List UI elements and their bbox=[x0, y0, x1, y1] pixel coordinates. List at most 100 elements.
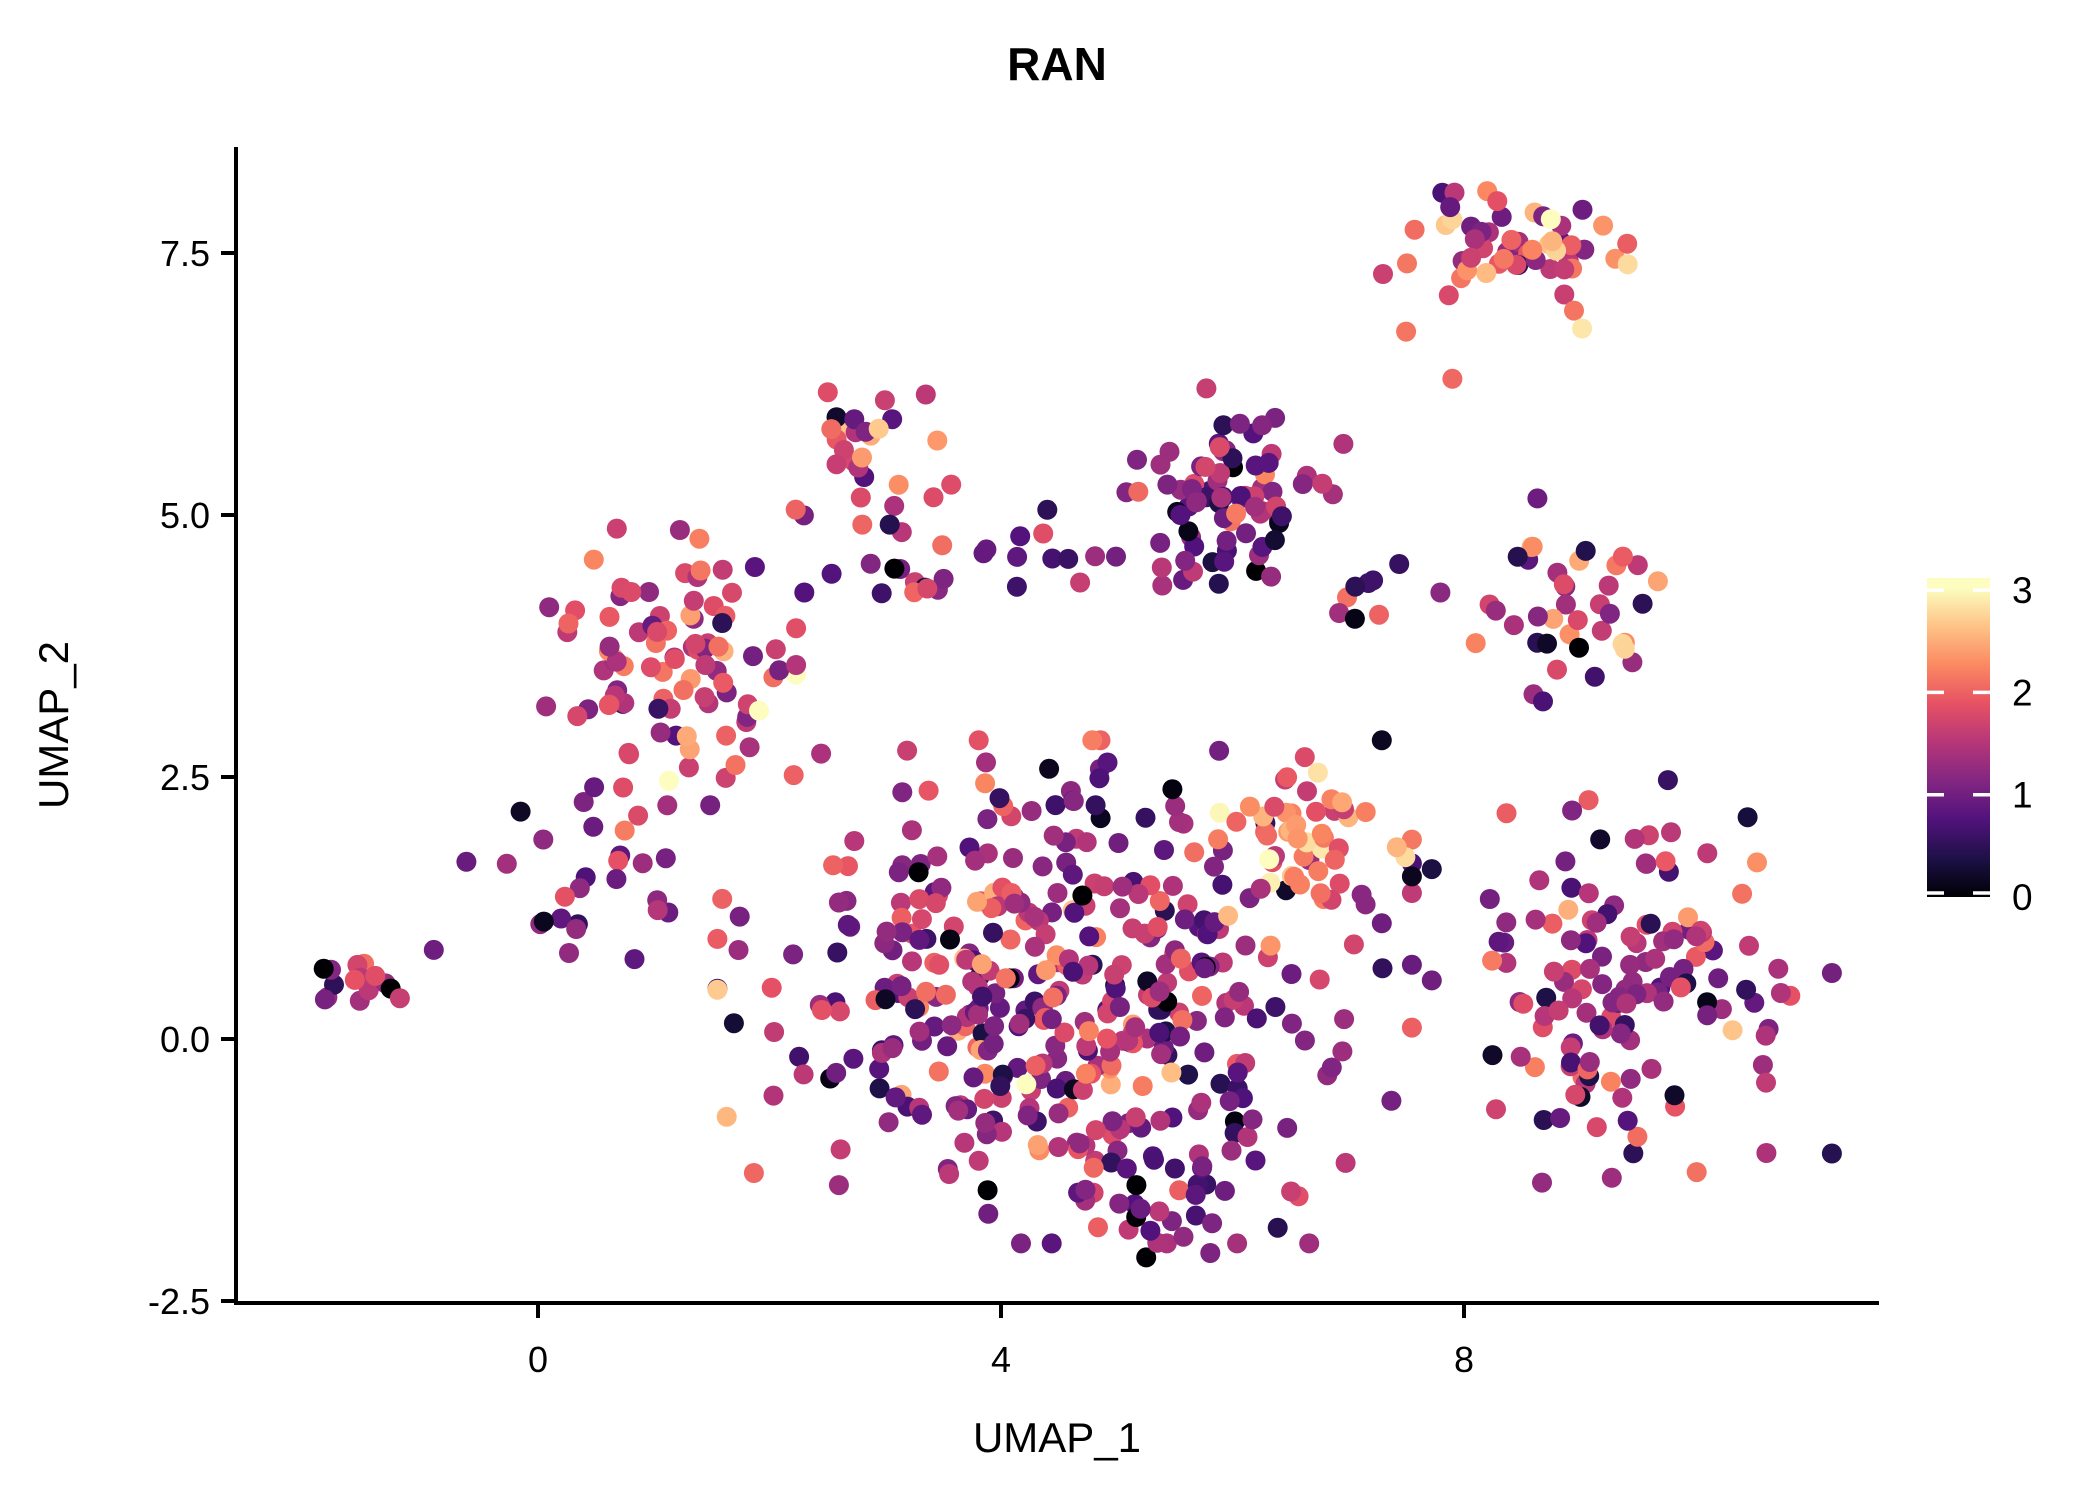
data-point bbox=[1227, 1233, 1248, 1254]
data-point bbox=[990, 1076, 1011, 1096]
data-point bbox=[1488, 931, 1509, 952]
data-point bbox=[968, 1004, 989, 1025]
data-point bbox=[1039, 758, 1060, 779]
data-point bbox=[1154, 840, 1174, 860]
data-point bbox=[1578, 883, 1599, 904]
data-point bbox=[1170, 505, 1191, 525]
data-point bbox=[975, 1112, 996, 1133]
data-point bbox=[1245, 1150, 1266, 1171]
data-point bbox=[1126, 1175, 1147, 1196]
data-point bbox=[1147, 917, 1168, 937]
data-point bbox=[1088, 1217, 1108, 1238]
data-point bbox=[1627, 555, 1648, 576]
data-point bbox=[1186, 492, 1207, 513]
data-point bbox=[1277, 767, 1298, 788]
data-point bbox=[1540, 259, 1561, 279]
data-point bbox=[882, 1038, 903, 1059]
data-point bbox=[716, 725, 737, 746]
data-point bbox=[963, 1067, 984, 1088]
data-point bbox=[1161, 1062, 1182, 1083]
data-point bbox=[583, 816, 604, 837]
data-point bbox=[1569, 637, 1589, 658]
data-point bbox=[905, 999, 926, 1020]
data-point bbox=[1116, 1158, 1137, 1179]
plot-title: RAN bbox=[1007, 38, 1107, 90]
data-point bbox=[365, 965, 386, 986]
data-point bbox=[606, 651, 627, 672]
data-point bbox=[793, 1064, 814, 1085]
data-point bbox=[890, 892, 911, 913]
data-point bbox=[1623, 1143, 1644, 1164]
data-point bbox=[1821, 963, 1842, 983]
data-point bbox=[1200, 1243, 1221, 1263]
data-point bbox=[1543, 961, 1564, 982]
data-point bbox=[1287, 828, 1308, 849]
data-point bbox=[1590, 829, 1611, 850]
data-point bbox=[1575, 540, 1596, 561]
data-point bbox=[1522, 239, 1543, 260]
data-point bbox=[1173, 1226, 1194, 1247]
data-point bbox=[567, 706, 588, 727]
data-point bbox=[1151, 1044, 1172, 1065]
data-point bbox=[1194, 958, 1215, 979]
data-point bbox=[1281, 1013, 1302, 1034]
data-point bbox=[1617, 1110, 1638, 1131]
data-point bbox=[1562, 800, 1583, 821]
data-point bbox=[1522, 536, 1543, 557]
data-point bbox=[927, 430, 948, 451]
x-tick-label: 0 bbox=[528, 1339, 548, 1380]
data-point bbox=[569, 878, 590, 899]
data-point bbox=[1151, 557, 1172, 578]
data-point bbox=[1586, 912, 1607, 933]
data-point bbox=[554, 886, 575, 907]
data-point bbox=[1079, 926, 1100, 947]
data-point bbox=[673, 680, 694, 700]
data-point bbox=[1007, 546, 1028, 567]
data-point bbox=[891, 907, 912, 928]
data-point bbox=[1284, 866, 1305, 887]
data-point bbox=[648, 698, 669, 719]
data-point bbox=[1593, 215, 1614, 236]
data-point bbox=[915, 384, 936, 405]
data-point bbox=[1076, 832, 1097, 853]
data-point bbox=[1560, 1037, 1581, 1058]
data-point bbox=[1542, 913, 1563, 934]
data-point bbox=[1576, 933, 1596, 954]
data-point bbox=[1150, 1110, 1171, 1131]
data-point bbox=[1685, 946, 1706, 967]
data-point bbox=[1601, 1167, 1622, 1188]
data-point bbox=[908, 862, 929, 883]
data-point bbox=[1194, 1042, 1215, 1063]
data-point bbox=[1229, 413, 1250, 434]
data-point bbox=[1192, 1156, 1213, 1177]
data-point bbox=[1655, 851, 1676, 872]
data-point bbox=[811, 1000, 832, 1020]
data-point bbox=[902, 951, 922, 972]
data-point bbox=[1277, 1117, 1298, 1138]
data-point bbox=[1372, 958, 1393, 979]
data-point bbox=[1438, 285, 1459, 306]
data-point bbox=[700, 795, 721, 816]
data-point bbox=[927, 846, 948, 867]
data-point bbox=[1108, 833, 1129, 853]
data-point bbox=[1195, 456, 1216, 477]
data-point bbox=[1479, 889, 1500, 909]
data-point bbox=[933, 568, 954, 589]
data-point bbox=[1009, 1013, 1030, 1034]
data-point bbox=[1250, 878, 1271, 899]
data-point bbox=[909, 1021, 930, 1042]
data-point bbox=[1021, 801, 1042, 821]
data-point bbox=[1430, 582, 1451, 603]
data-point bbox=[1355, 802, 1376, 822]
data-point bbox=[1686, 926, 1707, 947]
data-point bbox=[1037, 499, 1058, 520]
data-point bbox=[1344, 608, 1365, 629]
data-point bbox=[976, 752, 996, 773]
data-point bbox=[1032, 856, 1053, 877]
data-point bbox=[1064, 902, 1085, 923]
data-point bbox=[968, 730, 989, 751]
data-point bbox=[1620, 926, 1641, 947]
data-point bbox=[765, 639, 786, 660]
data-point bbox=[1533, 691, 1553, 712]
